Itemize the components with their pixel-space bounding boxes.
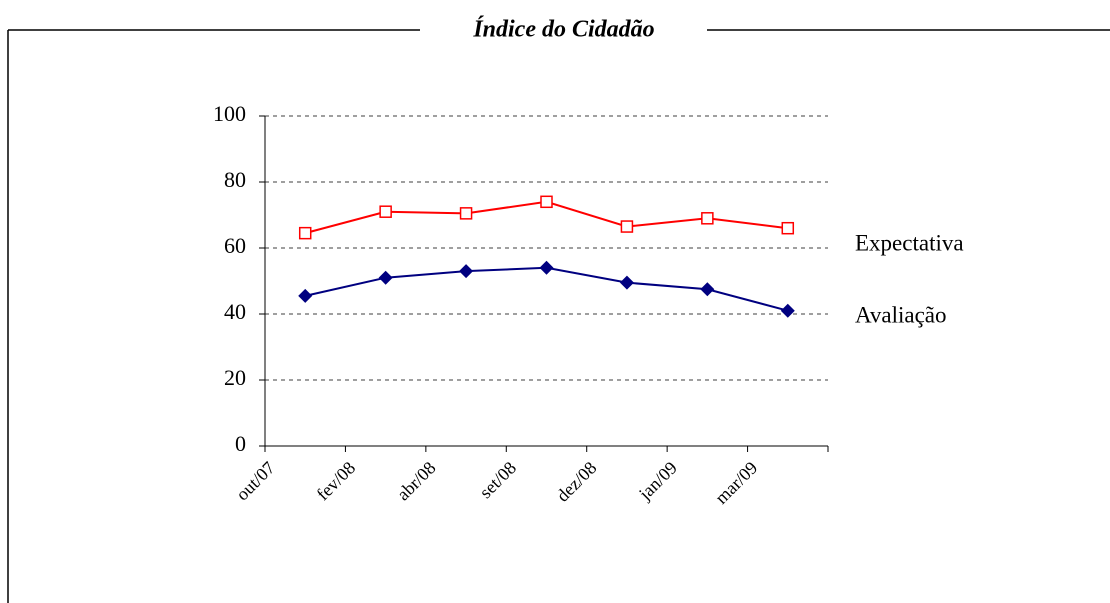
x-tick-label: mar/09 bbox=[711, 458, 761, 508]
marker bbox=[701, 212, 714, 225]
marker bbox=[620, 220, 634, 233]
y-tick-label: 20 bbox=[224, 365, 246, 390]
y-tick-label: 80 bbox=[224, 167, 246, 192]
x-tick-label: out/07 bbox=[232, 458, 279, 505]
marker bbox=[539, 260, 554, 275]
y-tick-label: 0 bbox=[235, 431, 246, 456]
marker bbox=[378, 270, 393, 285]
x-tick-label: jan/09 bbox=[634, 458, 681, 505]
x-tick-label: fev/08 bbox=[313, 458, 360, 505]
chart-title: Índice do Cidadão bbox=[472, 17, 654, 43]
marker bbox=[298, 226, 312, 240]
marker bbox=[298, 288, 313, 303]
y-tick-label: 40 bbox=[224, 299, 246, 324]
marker bbox=[781, 221, 795, 235]
y-tick-label: 60 bbox=[224, 233, 246, 258]
marker bbox=[459, 264, 474, 279]
legend-label: Expectativa bbox=[855, 230, 964, 255]
marker bbox=[379, 205, 392, 218]
marker bbox=[459, 207, 473, 220]
legend-label: Avaliação bbox=[855, 302, 947, 327]
x-tick-label: dez/08 bbox=[552, 458, 600, 506]
x-tick-label: set/08 bbox=[475, 458, 520, 503]
marker bbox=[619, 275, 634, 290]
marker bbox=[700, 282, 715, 297]
y-tick-label: 100 bbox=[213, 101, 246, 126]
x-tick-label: abr/08 bbox=[393, 458, 440, 505]
marker bbox=[540, 195, 553, 209]
marker bbox=[780, 303, 795, 318]
